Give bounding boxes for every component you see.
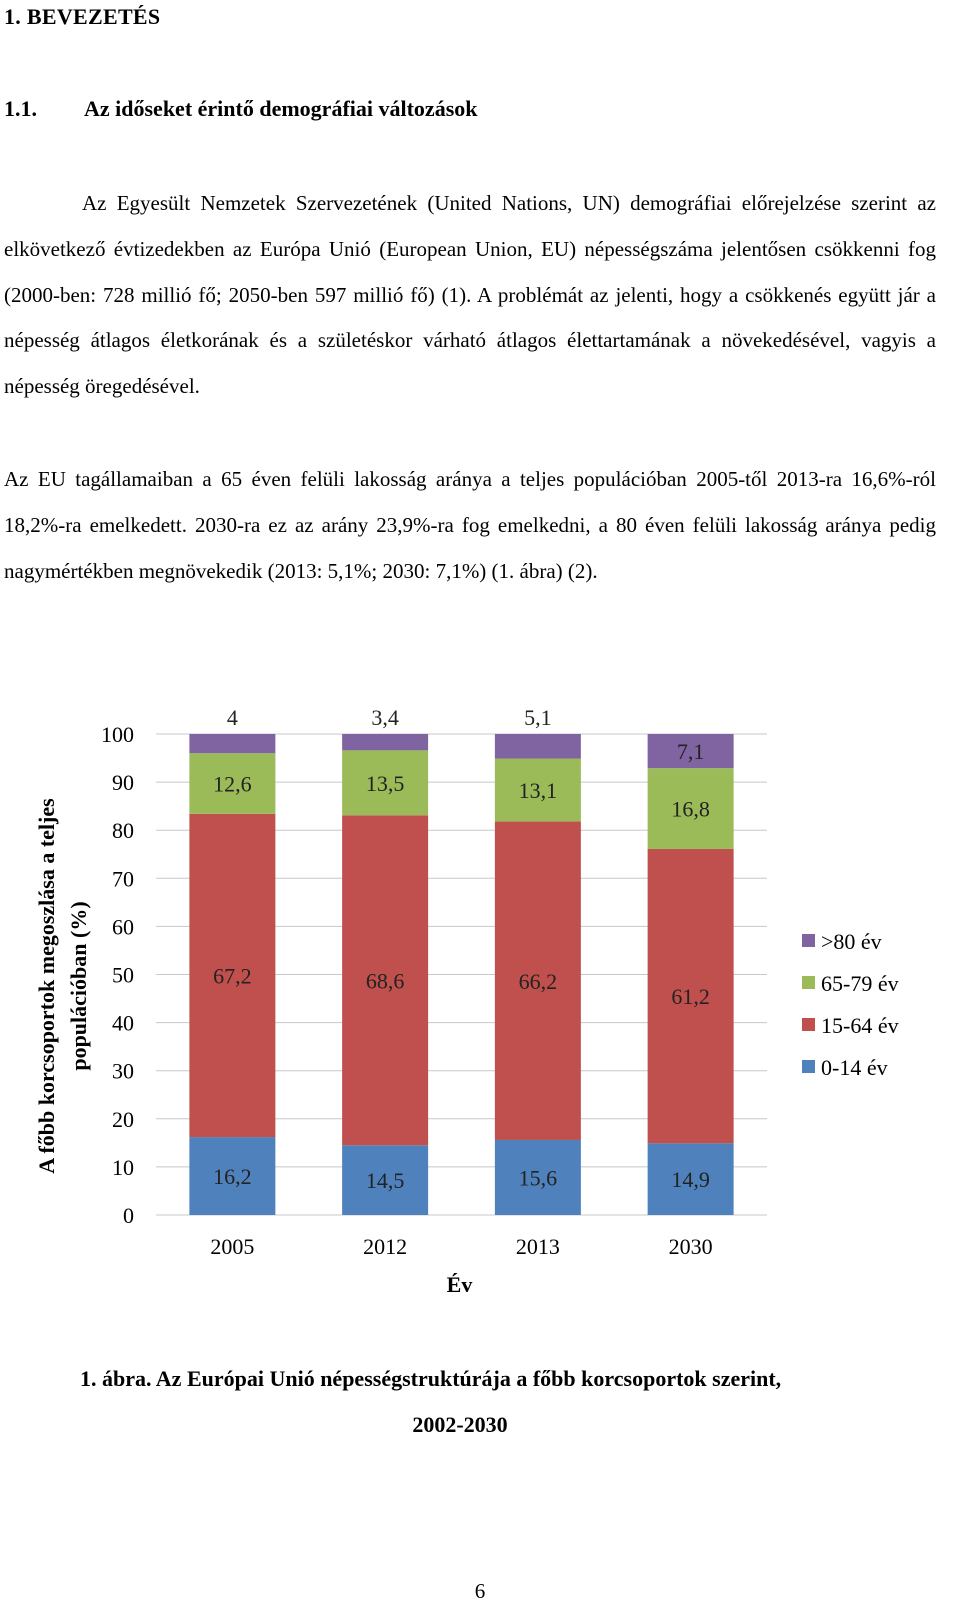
bar-segment — [342, 734, 429, 751]
x-tick-label: 2005 — [210, 1234, 254, 1259]
bars — [189, 734, 734, 1215]
y-tick-label: 60 — [112, 914, 134, 939]
paragraph-2: Az EU tagállamaiban a 65 éven felüli lak… — [4, 467, 936, 583]
bar-segment — [647, 848, 734, 1144]
legend-label: 15-64 év — [821, 1013, 899, 1038]
y-tick-label: 70 — [112, 866, 134, 891]
data-label: 3,4 — [371, 705, 399, 730]
data-label: 68,6 — [366, 968, 405, 993]
data-label: 13,1 — [519, 778, 558, 803]
y-tick-label: 20 — [112, 1107, 134, 1132]
caption-line-2: 2002-2030 — [412, 1412, 508, 1437]
data-label: 13,5 — [366, 771, 405, 796]
bar-segment — [494, 1139, 581, 1215]
bar-segment — [189, 1137, 276, 1215]
bar-segment — [189, 734, 276, 754]
x-tick-label: 2012 — [363, 1234, 407, 1259]
subsection-heading: 1.1. Az időseket érintő demográfiai válto… — [4, 96, 478, 122]
bar-segment — [494, 734, 581, 759]
data-label: 61,2 — [671, 984, 710, 1009]
bar-segment — [494, 758, 581, 822]
bar-segment — [647, 734, 734, 769]
bar-segment — [494, 821, 581, 1140]
subsection-title: Az időseket érintő demográfiai változáso… — [84, 96, 478, 121]
section-heading: 1. BEVEZETÉS — [4, 4, 161, 29]
bar-segment — [647, 1143, 734, 1215]
subsection-number: 1.1. — [4, 96, 37, 121]
legend-swatch — [802, 934, 815, 947]
paragraph-1: Az Egyesült Nemzetek Szervezetének (Unit… — [4, 191, 936, 399]
caption-line-1: 1. ábra. Az Európai Unió népességstruktú… — [80, 1366, 782, 1391]
data-label: 15,6 — [519, 1165, 558, 1190]
data-label: 7,1 — [677, 739, 705, 764]
legend-label: >80 év — [821, 929, 882, 954]
data-label: 4 — [227, 705, 238, 730]
data-label: 14,9 — [671, 1167, 710, 1192]
y-tick-label: 0 — [123, 1203, 134, 1228]
data-label: 5,1 — [524, 705, 552, 730]
legend-swatch — [802, 976, 815, 989]
y-tick-label: 50 — [112, 963, 134, 988]
bar-segment — [342, 750, 429, 816]
y-tick-label: 40 — [112, 1011, 134, 1036]
legend: >80 év 65-79 év 15-64 év 0-14 év — [802, 929, 899, 1080]
legend-swatch — [802, 1060, 815, 1073]
y-axis-title: populációban (%) — [66, 901, 91, 1070]
bar-segment — [189, 753, 276, 814]
figure-caption: 1. ábra. Az Európai Unió népességstruktú… — [80, 1356, 940, 1448]
page-number: 6 — [474, 1579, 486, 1603]
y-tick-label: 80 — [112, 818, 134, 843]
bar-segment — [647, 768, 734, 849]
y-tick-label: 100 — [101, 722, 134, 747]
bar-segment — [342, 1145, 429, 1215]
x-axis-title: Év — [447, 1272, 473, 1297]
legend-label: 65-79 év — [821, 971, 899, 996]
y-tick-label: 30 — [112, 1059, 134, 1084]
x-tick-label: 2030 — [669, 1234, 713, 1259]
y-axis-title: A főbb korcsoportok megoszlása a teljes — [34, 798, 59, 1174]
data-label: 67,2 — [213, 963, 252, 988]
data-label: 16,2 — [213, 1164, 252, 1189]
data-label: 16,8 — [671, 797, 710, 822]
y-tick-label: 90 — [112, 770, 134, 795]
data-label: 12,6 — [213, 772, 252, 797]
data-labels: 16,2 67,2 12,6 4 14,5 68,6 13,5 3,4 15,6 66,2 13,1… — [213, 705, 710, 1193]
stacked-bar-chart: 16,2 67,2 12,6 4 14,5 68,6 13,5 3,4 15,6 66,2 13,1… — [34, 705, 899, 1297]
x-tick-label: 2013 — [516, 1234, 560, 1259]
data-label: 66,2 — [519, 969, 558, 994]
y-tick-label: 10 — [112, 1155, 134, 1180]
legend-label: 0-14 év — [821, 1055, 888, 1080]
bar-segment — [189, 813, 276, 1138]
bar-segment — [342, 815, 429, 1146]
legend-swatch — [802, 1018, 815, 1031]
data-label: 14,5 — [366, 1168, 405, 1193]
